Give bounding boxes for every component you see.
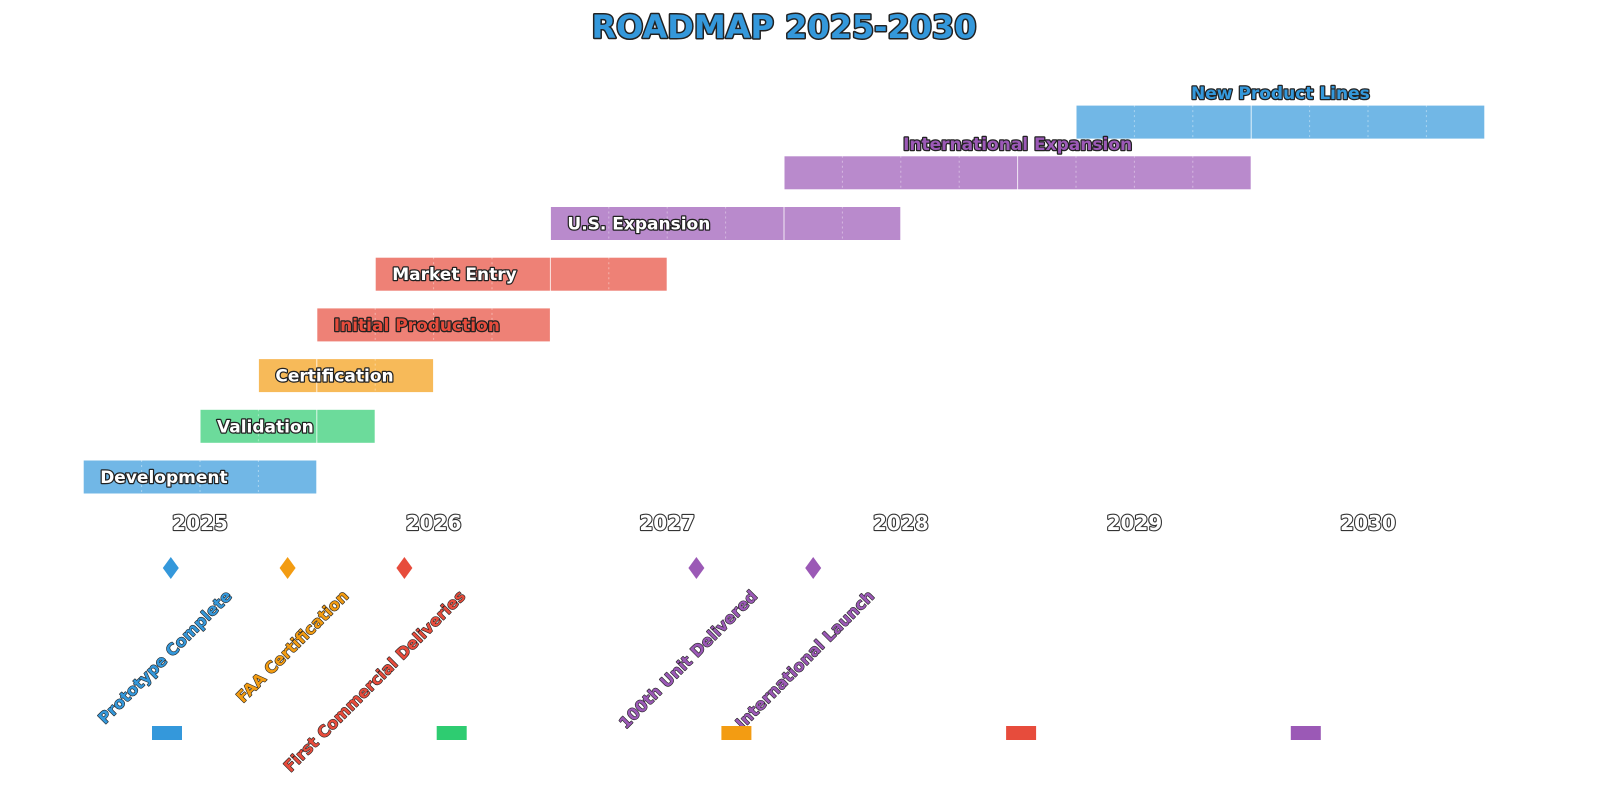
task-label: Initial Production (334, 316, 500, 336)
x-tick-label: 2030 (1340, 511, 1396, 535)
legend-swatch (1290, 726, 1321, 740)
chart-title: ROADMAP 2025-2030 (592, 8, 977, 46)
milestone-label: International Launch (732, 586, 878, 732)
task-bar (199, 408, 376, 444)
x-tick-label: 2025 (172, 511, 228, 535)
task-bar (316, 307, 551, 343)
task-bar (82, 459, 318, 495)
x-tick-label: 2026 (406, 511, 462, 535)
milestone-label: FAA Certification (232, 586, 352, 706)
task-bar (1075, 104, 1486, 140)
task-label: New Product Lines (1191, 84, 1370, 104)
x-tick-label: 2029 (1107, 511, 1163, 535)
legend (152, 726, 1321, 740)
task-label: International Expansion (903, 135, 1132, 155)
legend-swatch (721, 726, 752, 740)
task-bar (374, 256, 668, 292)
milestone-label: Prototype Complete (94, 586, 235, 727)
milestone-label: First Commercial Deliveries (280, 586, 469, 775)
milestone-diamond (279, 557, 296, 579)
task-label: Validation (217, 417, 314, 437)
legend-swatch (436, 726, 467, 740)
task-bars (82, 104, 1486, 495)
legend-swatch (152, 726, 182, 740)
task-labels: Development Validation Certification Initia… (99, 83, 1371, 489)
milestone-diamond (162, 557, 179, 579)
task-label: U.S. Expansion (567, 215, 710, 235)
task-label: Development (100, 468, 227, 488)
legend-swatch (1006, 726, 1037, 740)
milestone-diamond (396, 557, 413, 579)
task-label: Certification (275, 367, 393, 387)
task-bar (257, 358, 435, 394)
milestone-diamond (688, 557, 705, 579)
task-label: Market Entry (392, 265, 517, 285)
milestone-diamond (805, 557, 822, 579)
x-tick-label: 2028 (873, 511, 929, 535)
task-bar (549, 206, 902, 241)
x-tick-label: 2027 (639, 511, 695, 535)
x-axis-ticks: 2025 2026 2027 2028 2029 2030 (171, 510, 1397, 536)
